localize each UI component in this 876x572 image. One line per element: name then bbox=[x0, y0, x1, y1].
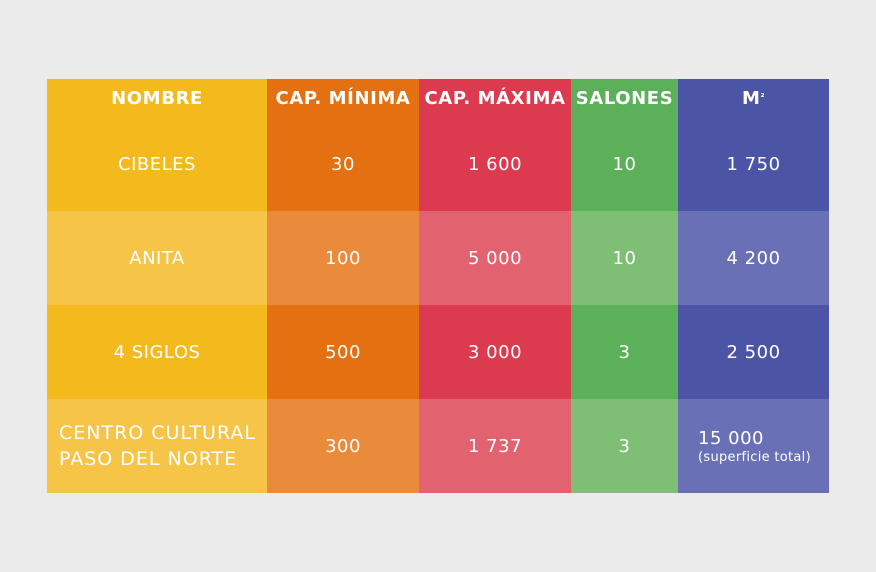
header-m2-base: M bbox=[741, 87, 761, 109]
row-4-m2-note: (superficie total) bbox=[698, 449, 811, 465]
row-4-nombre-line2: PASO DEL NORTE bbox=[59, 448, 238, 470]
row-1-m2: 1 750 bbox=[678, 117, 829, 211]
row-3-nombre: 4 SIGLOS bbox=[47, 305, 267, 399]
header-cap-minima: CAP. MÍNIMA bbox=[267, 79, 419, 117]
row-3-m2: 2 500 bbox=[678, 305, 829, 399]
row-4-salones: 3 bbox=[571, 399, 678, 493]
header-salones: SALONES bbox=[571, 79, 678, 117]
row-1-cap-minima: 30 bbox=[267, 117, 419, 211]
row-2-m2: 4 200 bbox=[678, 211, 829, 305]
row-2-cap-minima: 100 bbox=[267, 211, 419, 305]
header-m2-sup: ² bbox=[760, 93, 766, 103]
row-4-m2-value: 15 000 bbox=[698, 427, 764, 449]
row-4-nombre: CENTRO CULTURAL PASO DEL NORTE bbox=[47, 399, 267, 493]
row-2-cap-maxima: 5 000 bbox=[419, 211, 571, 305]
row-3-cap-maxima: 3 000 bbox=[419, 305, 571, 399]
row-4-nombre-line1: CENTRO CULTURAL bbox=[59, 422, 256, 444]
row-3-salones: 3 bbox=[571, 305, 678, 399]
row-1-salones: 10 bbox=[571, 117, 678, 211]
row-4-cap-minima: 300 bbox=[267, 399, 419, 493]
header-nombre: NOMBRE bbox=[47, 79, 267, 117]
row-1-nombre: CIBELES bbox=[47, 117, 267, 211]
header-cap-maxima: CAP. MÁXIMA bbox=[419, 79, 571, 117]
venues-table: NOMBRE CAP. MÍNIMA CAP. MÁXIMA SALONES M… bbox=[47, 79, 829, 493]
row-4-cap-maxima: 1 737 bbox=[419, 399, 571, 493]
row-3-cap-minima: 500 bbox=[267, 305, 419, 399]
row-4-m2: 15 000 (superficie total) bbox=[678, 399, 829, 493]
row-2-salones: 10 bbox=[571, 211, 678, 305]
row-1-cap-maxima: 1 600 bbox=[419, 117, 571, 211]
row-2-nombre: ANITA bbox=[47, 211, 267, 305]
